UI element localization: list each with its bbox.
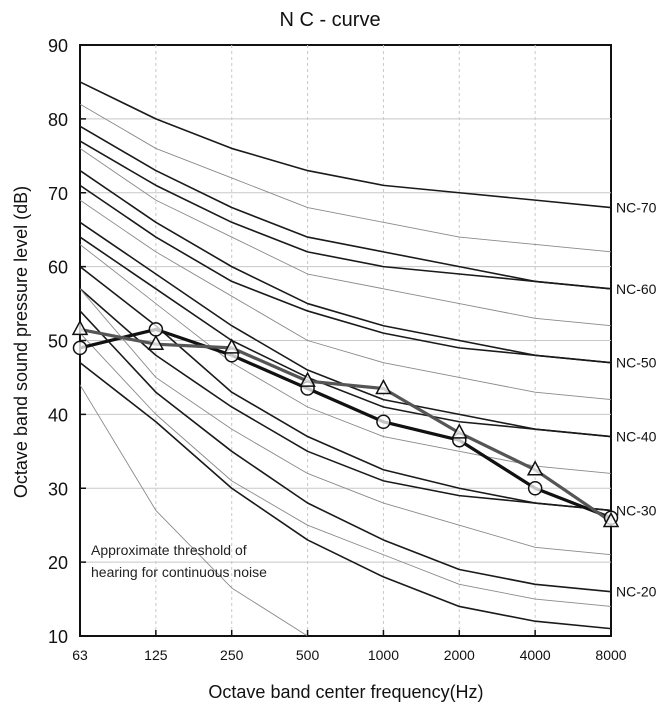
- nc-curve: [79, 199, 612, 401]
- nc-curve: [79, 236, 612, 438]
- threshold-annotation-line-2: hearing for continuous noise: [91, 564, 267, 580]
- measured-series-line: [79, 327, 612, 520]
- nc-curve: [79, 288, 612, 556]
- nc-curve: [79, 265, 612, 512]
- y-tick-label: 40: [48, 405, 68, 425]
- nc-curves: [79, 81, 612, 637]
- chart-title: N C - curve: [279, 9, 380, 31]
- nc-curve-label: NC-20: [616, 584, 657, 600]
- x-tick-label: 2000: [444, 647, 475, 663]
- nc-curve: [79, 288, 612, 512]
- circle-marker: [72, 340, 88, 356]
- x-tick-label: 1000: [368, 647, 399, 663]
- nc-curve: [79, 140, 612, 290]
- triangle-marker: [147, 334, 165, 350]
- nc-curve: [79, 103, 612, 253]
- triangle-marker: [71, 319, 89, 336]
- triangle-marker: [223, 338, 240, 354]
- y-tick-label: 20: [48, 553, 68, 573]
- x-axis-label: Octave band center frequency(Hz): [208, 682, 483, 702]
- triangle-marker: [526, 460, 544, 476]
- nc-curve: [79, 169, 612, 364]
- y-axis-label: Octave band sound pressure level (dB): [11, 186, 31, 498]
- nc-curve-label: NC-50: [616, 355, 657, 371]
- x-tick-label: 4000: [520, 647, 551, 663]
- y-axis-ticks: 90 80 70 60 50 40 30 20 10: [48, 36, 86, 647]
- triangle-marker: [375, 378, 392, 395]
- y-tick-label: 70: [48, 184, 68, 204]
- nc-curve: [79, 81, 612, 209]
- nc-curve-label: NC-40: [616, 429, 657, 445]
- plot-area: [71, 44, 620, 637]
- nc-curve: [79, 148, 612, 327]
- y-tick-label: 80: [48, 110, 68, 130]
- nc-curve-label: NC-60: [616, 281, 657, 297]
- nc-curve: [79, 184, 612, 364]
- y-tick-label: 60: [48, 258, 68, 278]
- circle-marker: [376, 414, 391, 430]
- triangle-marker: [299, 371, 316, 387]
- nc-curve: [79, 332, 612, 607]
- x-tick-label: 63: [72, 647, 88, 663]
- nc-curve-label: NC-70: [616, 200, 657, 216]
- nc-curve-label: NC-30: [616, 502, 657, 518]
- x-axis-ticks: 63 125 250 500 1000 2000 4000 8000: [72, 630, 627, 663]
- series-lines: [71, 319, 620, 528]
- triangle-marker: [451, 423, 468, 439]
- circle-marker: [527, 481, 543, 496]
- nc-curve: [79, 362, 612, 630]
- threshold-annotation-line-1: Approximate threshold of: [91, 542, 247, 558]
- circle-marker: [148, 322, 164, 337]
- x-tick-label: 500: [296, 647, 320, 663]
- measured-series-line: [79, 327, 612, 523]
- nc-curve-labels: NC-70 NC-60 NC-50 NC-40 NC-30 NC-20: [616, 200, 657, 600]
- nc-curve: [79, 384, 308, 637]
- y-tick-label: 90: [48, 36, 68, 56]
- y-tick-label: 50: [48, 332, 68, 352]
- x-tick-label: 8000: [595, 647, 626, 663]
- x-tick-label: 250: [220, 647, 244, 663]
- nc-curve: [79, 125, 612, 290]
- y-tick-label: 10: [48, 627, 68, 647]
- y-tick-label: 30: [48, 479, 68, 499]
- nc-curve: [79, 310, 612, 593]
- x-tick-label: 125: [144, 647, 168, 663]
- triangle-marker: [602, 511, 620, 528]
